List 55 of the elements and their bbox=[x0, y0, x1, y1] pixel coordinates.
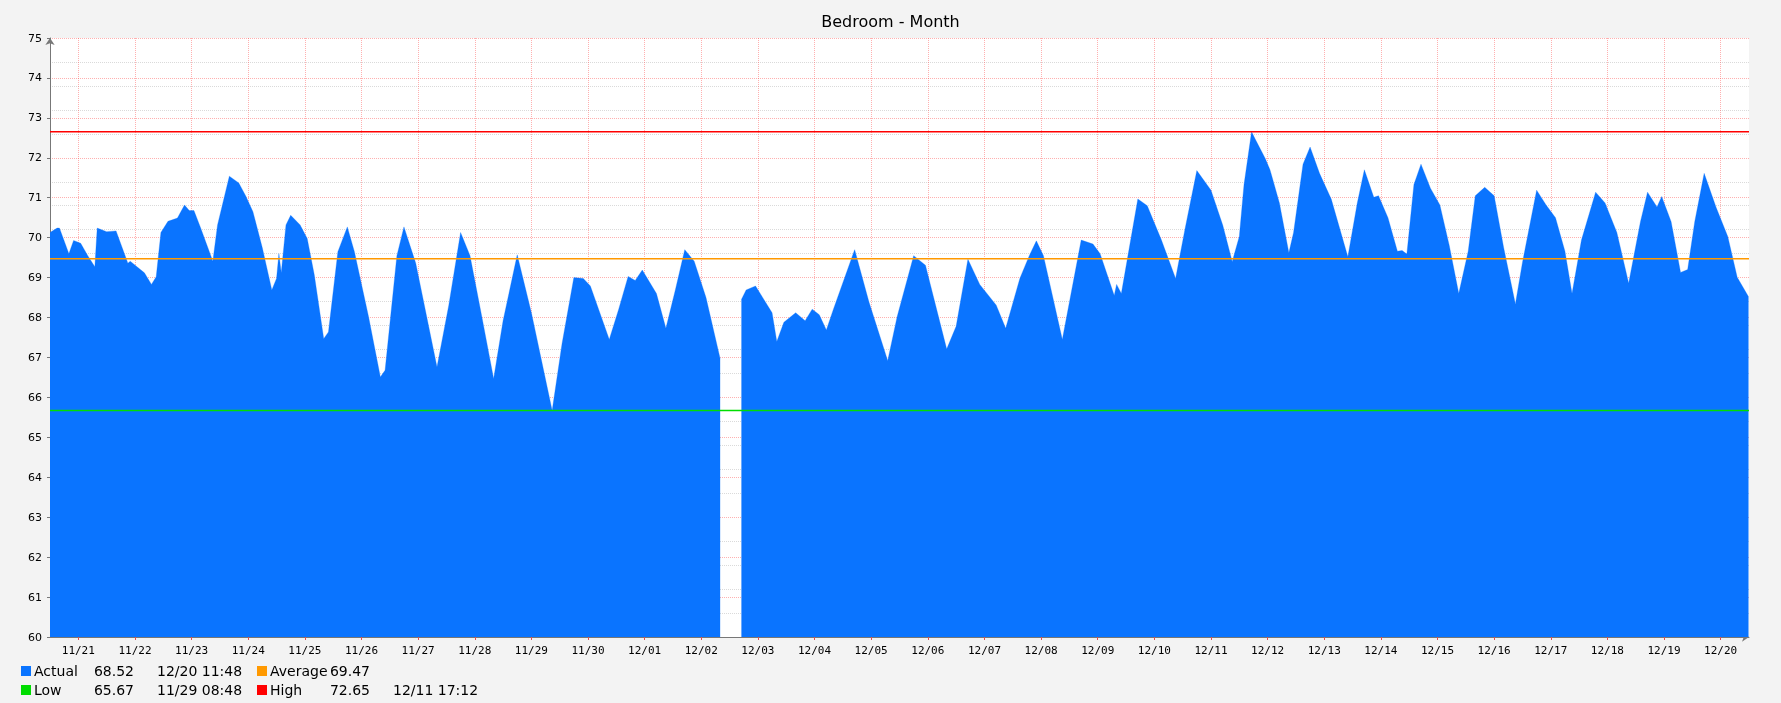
x-tick-label: 12/02 bbox=[684, 644, 718, 657]
y-tick-label: 75 bbox=[28, 31, 42, 45]
text: 72.65 12/11 17:12 bbox=[329, 682, 479, 698]
x-tick-label: 11/27 bbox=[401, 644, 435, 657]
x-tick-label: 12/08 bbox=[1024, 644, 1058, 657]
x-tick-label: 12/05 bbox=[854, 644, 888, 657]
x-tick-label: 12/17 bbox=[1534, 644, 1568, 657]
y-tick-label: 60 bbox=[28, 630, 42, 644]
x-tick-label: 12/14 bbox=[1364, 644, 1398, 657]
x-tick-label: 11/24 bbox=[231, 644, 266, 657]
x-tick-label: 12/06 bbox=[911, 644, 945, 657]
chart-title: Bedroom - Month bbox=[821, 11, 960, 31]
x-tick-label: 11/30 bbox=[571, 644, 605, 657]
x-tick-label: 12/18 bbox=[1590, 644, 1624, 657]
x-tick-label: 12/01 bbox=[628, 644, 662, 657]
y-tick-label: 70 bbox=[28, 231, 42, 245]
x-tick-label: 12/10 bbox=[1137, 644, 1171, 657]
legend-label: High bbox=[270, 682, 303, 698]
y-tick-label: 69 bbox=[28, 271, 42, 285]
x-tick-label: 12/11 bbox=[1194, 644, 1228, 657]
y-tick-label: 68 bbox=[28, 311, 42, 325]
y-tick-label: 73 bbox=[28, 111, 42, 125]
x-tick-label: 12/04 bbox=[797, 644, 832, 657]
y-tick-label: 62 bbox=[28, 550, 42, 564]
legend-label: Actual bbox=[34, 663, 78, 679]
x-tick-label: 12/07 bbox=[967, 644, 1002, 657]
y-tick-label: 66 bbox=[28, 390, 42, 404]
x-tick-label: 12/09 bbox=[1081, 644, 1115, 657]
y-tick-label: 63 bbox=[28, 510, 42, 524]
x-tick-label: 12/15 bbox=[1420, 644, 1455, 657]
y-tick-label: 71 bbox=[28, 191, 42, 205]
y-tick-label: 61 bbox=[28, 590, 42, 604]
text: 65.67 11/29 08:48 bbox=[93, 682, 243, 698]
x-tick-label: 11/23 bbox=[175, 644, 209, 657]
x-tick-label: 11/25 bbox=[288, 644, 322, 657]
x-tick-label: 12/16 bbox=[1477, 644, 1511, 657]
x-tick-label: 12/19 bbox=[1647, 644, 1681, 657]
legend-label: Low bbox=[34, 682, 62, 698]
legend-label: Average bbox=[270, 663, 328, 679]
x-tick-label: 12/20 bbox=[1704, 644, 1738, 657]
x-tick-label: 11/26 bbox=[344, 644, 379, 657]
text: 69.47 bbox=[329, 663, 370, 679]
x-tick-label: 12/13 bbox=[1307, 644, 1341, 657]
y-tick-label: 67 bbox=[28, 350, 42, 364]
y-tick-label: 74 bbox=[28, 71, 42, 85]
x-tick-label: 11/29 bbox=[514, 644, 548, 657]
y-tick-label: 64 bbox=[28, 470, 42, 484]
x-tick-label: 11/22 bbox=[118, 644, 152, 657]
text: 68.52 12/20 11:48 bbox=[93, 663, 243, 679]
y-tick-label: 72 bbox=[28, 151, 42, 165]
x-tick-label: 12/12 bbox=[1251, 644, 1285, 657]
y-tick-label: 65 bbox=[28, 430, 42, 444]
x-tick-label: 11/28 bbox=[458, 644, 492, 657]
x-tick-label: 11/21 bbox=[61, 644, 95, 657]
x-tick-label: 12/03 bbox=[741, 644, 775, 657]
